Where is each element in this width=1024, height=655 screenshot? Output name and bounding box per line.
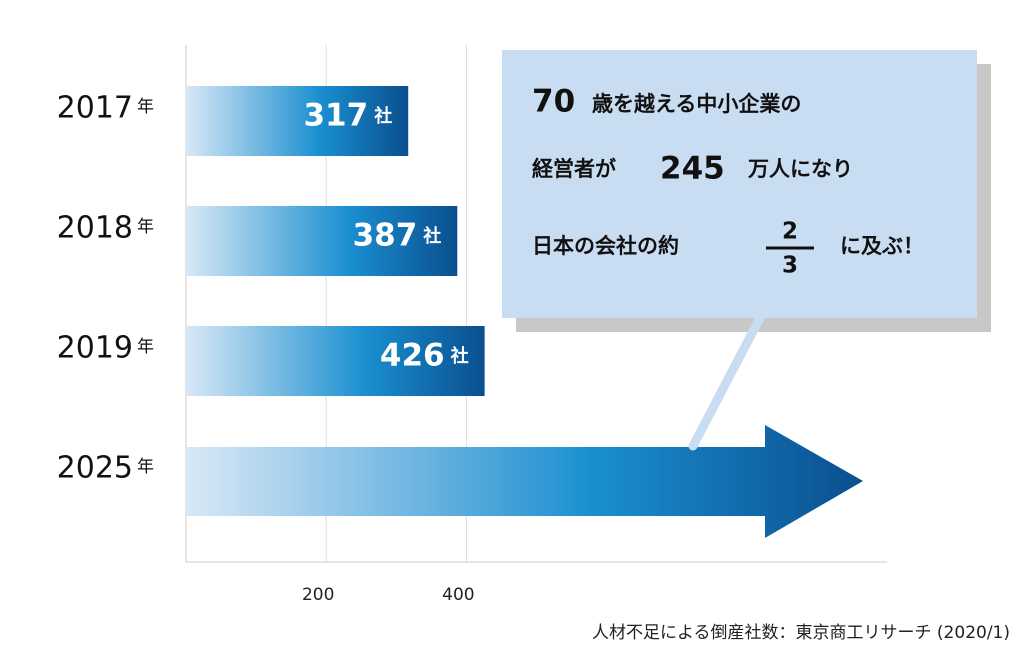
- y-tick-suffix: 年: [137, 337, 154, 357]
- fraction-numerator: 2: [782, 219, 798, 245]
- callout-text: 日本の会社の約: [532, 234, 679, 258]
- y-tick-suffix: 年: [137, 457, 154, 477]
- value-unit: 社: [423, 225, 441, 247]
- y-tick-label: 2018: [57, 211, 133, 246]
- y-tick-label: 2019: [57, 331, 133, 366]
- arrow: [186, 425, 863, 538]
- callout-box: [502, 50, 977, 318]
- value-unit: 社: [374, 105, 392, 127]
- value-unit: 社: [451, 345, 469, 367]
- bar: [186, 326, 485, 396]
- callout-text: 70: [532, 84, 575, 120]
- y-tick-suffix: 年: [137, 217, 154, 237]
- fraction-denominator: 3: [782, 253, 798, 279]
- callout-text: 経営者が: [532, 157, 616, 181]
- value-label: 426: [380, 338, 445, 374]
- value-label: 317: [303, 98, 368, 134]
- callout-text: 歳を越える中小企業の: [592, 92, 801, 116]
- y-tick-label: 2025: [57, 451, 133, 486]
- y-tick-label: 2017: [57, 91, 133, 126]
- source: 人材不足による倒産社数：東京商工リサーチ (2020/1): [592, 623, 1010, 643]
- callout-pointer: [688, 313, 765, 451]
- callout-text: 245: [660, 151, 725, 187]
- callout-text: 万人になり: [747, 157, 853, 181]
- y-tick-suffix: 年: [137, 97, 154, 117]
- x-tick-label: 400: [442, 585, 474, 605]
- bar: [186, 206, 458, 276]
- bar: [186, 86, 409, 156]
- callout-text: に及ぶ！: [840, 234, 924, 258]
- value-label: 387: [353, 218, 418, 254]
- x-tick-label: 200: [302, 585, 334, 605]
